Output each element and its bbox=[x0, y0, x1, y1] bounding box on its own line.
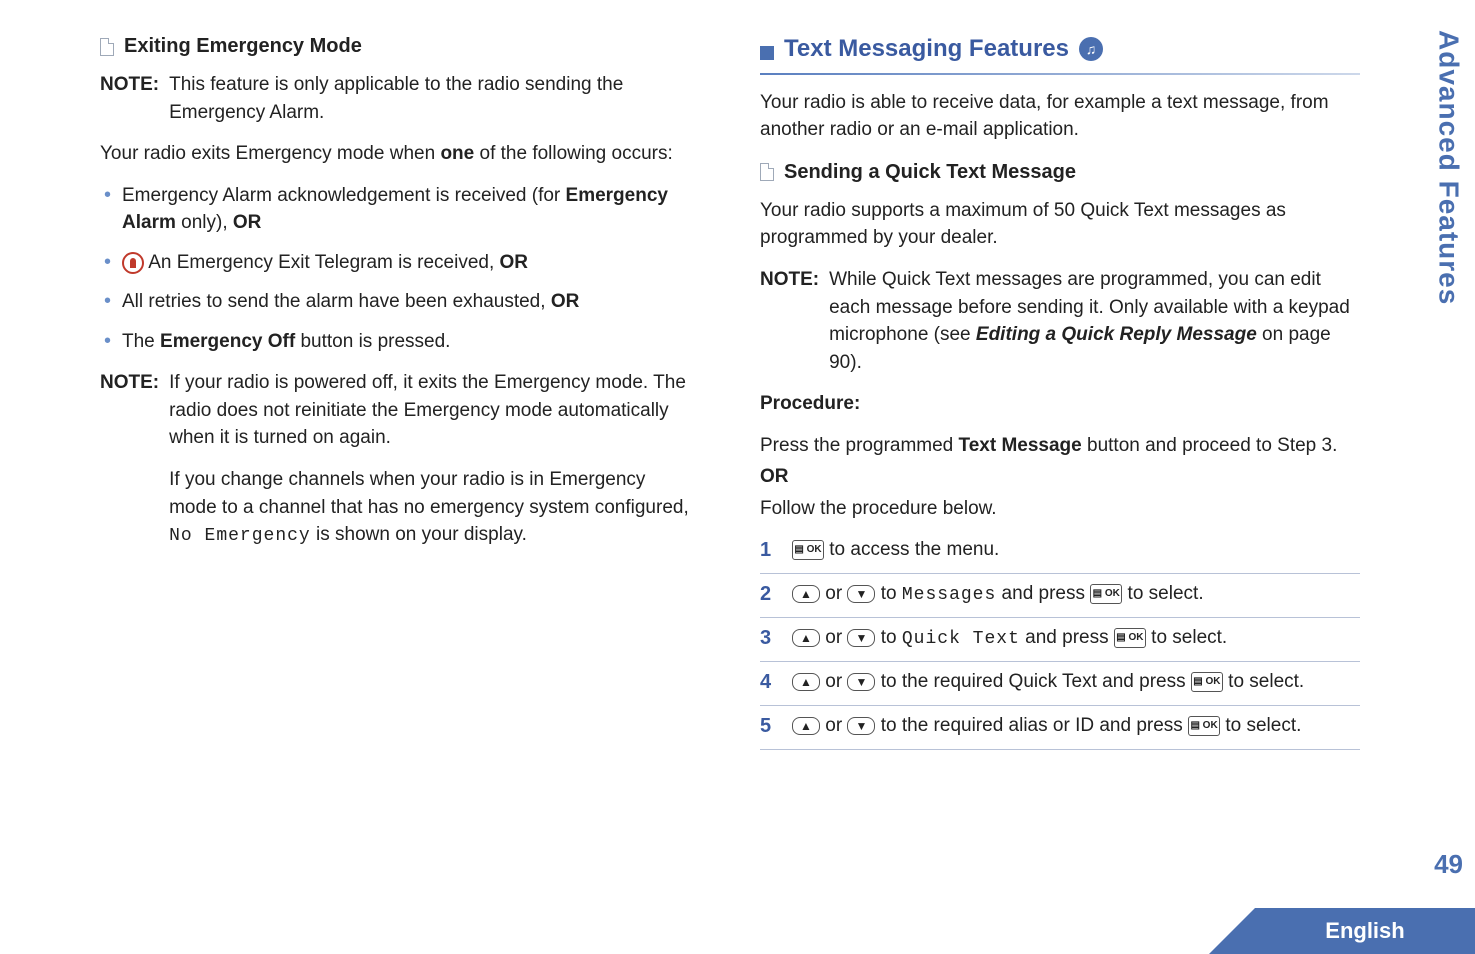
list-item: All retries to send the alarm have been … bbox=[104, 288, 690, 316]
page-number: 49 bbox=[1434, 846, 1463, 884]
or-label: OR bbox=[760, 463, 1360, 491]
heading-text-messaging: Text Messaging Features ♫ bbox=[760, 32, 1360, 67]
quick-text-intro: Your radio supports a maximum of 50 Quic… bbox=[760, 197, 1360, 252]
up-arrow-icon: ▲ bbox=[792, 629, 820, 647]
up-arrow-icon: ▲ bbox=[792, 717, 820, 735]
document-icon bbox=[760, 163, 774, 181]
procedure-label: Procedure: bbox=[760, 390, 1360, 418]
heading-exiting-emergency: Exiting Emergency Mode bbox=[100, 32, 690, 61]
heading-quick-text: Sending a Quick Text Message bbox=[760, 158, 1360, 187]
note-block-2: NOTE: If your radio is powered off, it e… bbox=[100, 369, 690, 563]
menu-ok-icon: ▤ OK bbox=[1090, 584, 1122, 604]
document-icon bbox=[100, 38, 114, 56]
heading-rule bbox=[760, 73, 1360, 75]
note1-prefix: NOTE: bbox=[100, 71, 159, 126]
procedure-text: Press the programmed Text Message button… bbox=[760, 432, 1360, 460]
note3-body: While Quick Text messages are programmed… bbox=[829, 266, 1360, 376]
list-item: Emergency Alarm acknowledgement is recei… bbox=[104, 182, 690, 237]
step-item: 2 ▲ or ▼ to Messages and press ▤ OK to s… bbox=[760, 574, 1360, 618]
list-item: An Emergency Exit Telegram is received, … bbox=[104, 249, 690, 277]
follow-text: Follow the procedure below. bbox=[760, 495, 1360, 523]
step-item: 3 ▲ or ▼ to Quick Text and press ▤ OK to… bbox=[760, 618, 1360, 662]
square-bullet-icon bbox=[760, 46, 774, 60]
note2-para2: If you change channels when your radio i… bbox=[169, 466, 690, 549]
down-arrow-icon: ▼ bbox=[847, 673, 875, 691]
heading-exiting-text: Exiting Emergency Mode bbox=[124, 32, 362, 61]
list-item: The Emergency Off button is pressed. bbox=[104, 328, 690, 356]
exit-intro: Your radio exits Emergency mode when one… bbox=[100, 140, 690, 168]
sidebar-section-title: Advanced Features bbox=[1428, 30, 1469, 305]
heading-quick-text-label: Sending a Quick Text Message bbox=[784, 158, 1076, 187]
down-arrow-icon: ▼ bbox=[847, 585, 875, 603]
heading-text-messaging-text: Text Messaging Features bbox=[784, 32, 1069, 67]
menu-ok-icon: ▤ OK bbox=[1114, 628, 1146, 648]
messaging-intro: Your radio is able to receive data, for … bbox=[760, 89, 1360, 144]
menu-ok-icon: ▤ OK bbox=[1188, 716, 1220, 736]
step-item: 4 ▲ or ▼ to the required Quick Text and … bbox=[760, 662, 1360, 706]
step-item: 5 ▲ or ▼ to the required alias or ID and… bbox=[760, 706, 1360, 750]
headset-icon: ♫ bbox=[1079, 37, 1103, 61]
note1-body: This feature is only applicable to the r… bbox=[169, 71, 690, 126]
left-column: Exiting Emergency Mode NOTE: This featur… bbox=[100, 32, 690, 750]
antenna-icon bbox=[122, 252, 144, 274]
up-arrow-icon: ▲ bbox=[792, 585, 820, 603]
up-arrow-icon: ▲ bbox=[792, 673, 820, 691]
sidebar: Advanced Features bbox=[1421, 0, 1475, 900]
footer-language-bar: English bbox=[1255, 908, 1475, 954]
menu-ok-icon: ▤ OK bbox=[1191, 672, 1223, 692]
note2-prefix: NOTE: bbox=[100, 369, 159, 563]
down-arrow-icon: ▼ bbox=[847, 629, 875, 647]
right-column: Text Messaging Features ♫ Your radio is … bbox=[760, 32, 1360, 750]
note-block-1: NOTE: This feature is only applicable to… bbox=[100, 71, 690, 126]
exit-bullets: Emergency Alarm acknowledgement is recei… bbox=[100, 182, 690, 356]
note-block-3: NOTE: While Quick Text messages are prog… bbox=[760, 266, 1360, 376]
footer-language-label: English bbox=[1325, 915, 1404, 947]
menu-ok-icon: ▤ OK bbox=[792, 540, 824, 560]
down-arrow-icon: ▼ bbox=[847, 717, 875, 735]
note2-para1: If your radio is powered off, it exits t… bbox=[169, 369, 690, 452]
note3-prefix: NOTE: bbox=[760, 266, 819, 376]
step-item: 1 ▤ OK to access the menu. bbox=[760, 530, 1360, 574]
steps-list: 1 ▤ OK to access the menu. 2 ▲ or ▼ to M… bbox=[760, 530, 1360, 750]
